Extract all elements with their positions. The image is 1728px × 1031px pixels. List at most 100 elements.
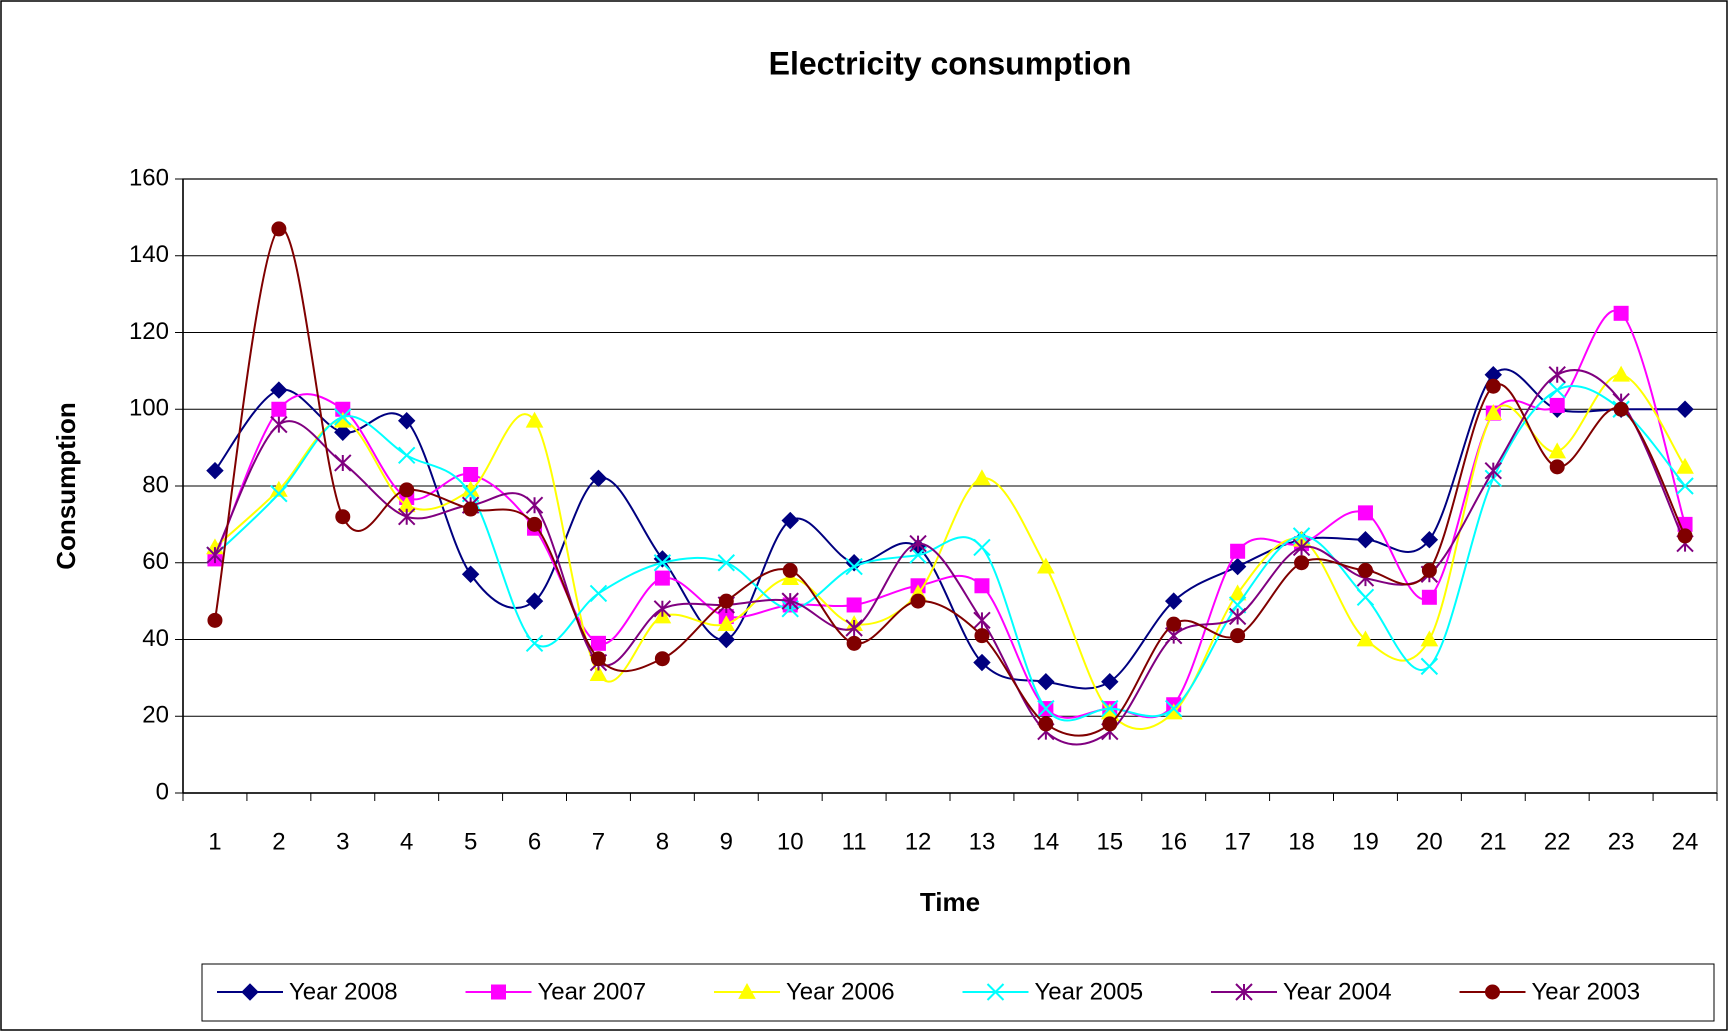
marker bbox=[589, 665, 608, 681]
marker bbox=[525, 496, 544, 514]
marker bbox=[973, 611, 991, 630]
marker bbox=[717, 630, 735, 649]
x-tick-label: 13 bbox=[969, 828, 996, 855]
y-tick-label: 120 bbox=[129, 318, 169, 345]
marker bbox=[1357, 505, 1373, 521]
marker bbox=[1166, 616, 1182, 632]
x-tick-label: 17 bbox=[1224, 828, 1251, 855]
marker bbox=[463, 501, 479, 517]
marker bbox=[206, 546, 224, 564]
x-tick-label: 1 bbox=[208, 828, 221, 855]
x-tick-label: 20 bbox=[1416, 828, 1443, 855]
marker bbox=[781, 592, 799, 610]
x-tick-label: 15 bbox=[1096, 828, 1123, 855]
x-tick-label: 24 bbox=[1672, 828, 1699, 855]
marker bbox=[207, 612, 223, 628]
marker bbox=[398, 412, 416, 430]
x-tick-label: 9 bbox=[720, 828, 733, 855]
marker bbox=[1228, 584, 1247, 601]
marker bbox=[1549, 397, 1565, 413]
marker bbox=[334, 454, 352, 472]
marker bbox=[845, 557, 863, 576]
x-tick-label: 23 bbox=[1608, 828, 1635, 855]
marker bbox=[909, 534, 927, 553]
marker bbox=[986, 983, 1005, 1001]
marker bbox=[653, 554, 672, 572]
marker bbox=[973, 469, 991, 486]
x-tick-label: 19 bbox=[1352, 828, 1379, 855]
marker bbox=[654, 651, 670, 667]
legend-label: Year 2004 bbox=[1283, 978, 1392, 1005]
marker bbox=[1484, 461, 1502, 480]
marker bbox=[1484, 404, 1503, 420]
series-line bbox=[214, 373, 1686, 730]
marker bbox=[589, 584, 608, 603]
marker bbox=[973, 653, 991, 672]
x-tick-label: 3 bbox=[336, 828, 349, 855]
marker bbox=[1356, 630, 1375, 647]
marker bbox=[1101, 699, 1119, 718]
marker bbox=[1420, 657, 1439, 676]
y-tick-label: 140 bbox=[129, 241, 169, 268]
marker bbox=[1548, 381, 1566, 399]
marker bbox=[398, 507, 416, 526]
marker bbox=[271, 401, 287, 417]
marker bbox=[1421, 589, 1437, 605]
marker bbox=[525, 634, 544, 653]
marker bbox=[525, 592, 544, 610]
marker bbox=[718, 593, 734, 609]
legend-label: Year 2006 bbox=[786, 978, 895, 1005]
marker bbox=[1420, 630, 1439, 647]
marker bbox=[1165, 592, 1183, 610]
marker bbox=[461, 565, 480, 583]
y-tick-label: 160 bbox=[129, 164, 169, 191]
x-tick-label: 16 bbox=[1160, 828, 1187, 855]
marker bbox=[334, 408, 352, 426]
marker bbox=[717, 554, 735, 572]
marker bbox=[590, 651, 606, 667]
x-tick-label: 14 bbox=[1033, 828, 1060, 855]
marker bbox=[1228, 607, 1247, 626]
chart-title: Electricity consumption bbox=[769, 45, 1132, 81]
marker bbox=[1228, 557, 1247, 576]
y-tick-label: 100 bbox=[129, 395, 169, 422]
x-tick-label: 11 bbox=[842, 828, 867, 855]
marker bbox=[974, 628, 990, 644]
marker bbox=[1613, 401, 1629, 417]
marker bbox=[1037, 673, 1055, 691]
marker bbox=[1165, 699, 1183, 718]
marker bbox=[334, 423, 352, 441]
marker bbox=[527, 516, 543, 532]
marker bbox=[1356, 531, 1375, 549]
y-tick-label: 80 bbox=[142, 471, 169, 498]
legend-label: Year 2007 bbox=[538, 978, 647, 1005]
legend-label: Year 2005 bbox=[1035, 978, 1144, 1005]
marker bbox=[1356, 588, 1375, 606]
x-tick-label: 7 bbox=[592, 828, 605, 855]
marker bbox=[738, 982, 756, 999]
marker bbox=[1548, 442, 1567, 459]
marker bbox=[653, 600, 672, 618]
y-tick-label: 40 bbox=[142, 625, 169, 652]
marker bbox=[845, 619, 863, 637]
marker bbox=[1421, 562, 1437, 578]
marker bbox=[1037, 557, 1055, 574]
x-tick-label: 5 bbox=[464, 828, 477, 855]
x-tick-label: 2 bbox=[272, 828, 285, 855]
marker bbox=[1549, 459, 1565, 475]
marker bbox=[1485, 378, 1501, 394]
marker bbox=[1101, 673, 1119, 691]
marker bbox=[1230, 543, 1246, 559]
marker bbox=[1357, 562, 1373, 578]
marker bbox=[974, 578, 990, 594]
marker bbox=[270, 484, 288, 503]
y-tick-label: 60 bbox=[142, 548, 169, 575]
x-tick-label: 12 bbox=[905, 828, 932, 855]
marker bbox=[270, 381, 288, 399]
marker bbox=[654, 570, 670, 586]
marker bbox=[782, 562, 798, 578]
marker bbox=[463, 466, 479, 482]
marker bbox=[1230, 628, 1246, 644]
marker bbox=[1037, 699, 1055, 718]
